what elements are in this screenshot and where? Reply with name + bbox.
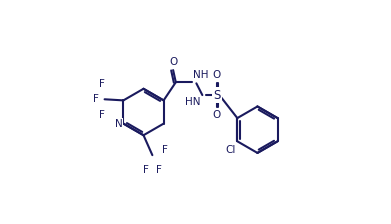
- Text: NH: NH: [194, 70, 209, 80]
- Text: F: F: [93, 94, 99, 104]
- Text: O: O: [169, 57, 177, 67]
- Text: F: F: [143, 165, 149, 175]
- Text: N: N: [115, 119, 122, 129]
- Text: O: O: [213, 70, 221, 80]
- Text: F: F: [162, 145, 168, 155]
- Text: O: O: [213, 110, 221, 120]
- Text: F: F: [99, 110, 105, 120]
- Text: S: S: [213, 88, 221, 101]
- Text: F: F: [99, 79, 105, 89]
- Text: HN: HN: [185, 97, 200, 107]
- Text: Cl: Cl: [226, 145, 236, 155]
- Text: F: F: [156, 165, 162, 175]
